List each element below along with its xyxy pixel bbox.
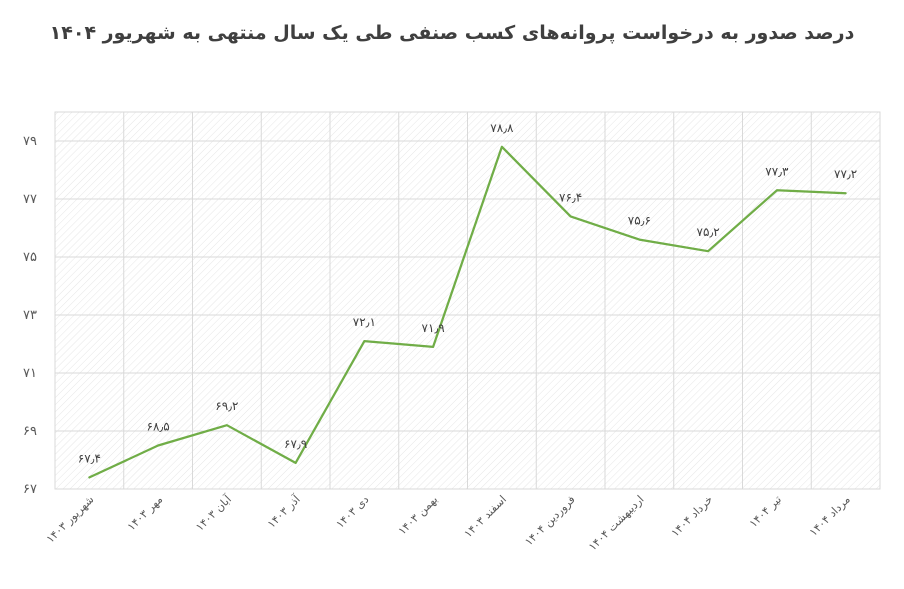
gridlines (54, 111, 881, 490)
y-axis-ticks: ۶۷ ۶۹ ۷۱ ۷۳ ۷۵ ۷۷ ۷۹ (23, 134, 37, 497)
data-label: ۶۹٫۲ (215, 399, 238, 413)
x-tick-label: آبان ۱۴۰۳ (192, 492, 234, 534)
y-tick-label: ۶۷ (23, 482, 37, 497)
data-label: ۷۵٫۲ (697, 225, 720, 239)
data-label: ۶۷٫۴ (78, 451, 101, 465)
y-tick-label: ۷۱ (23, 366, 37, 381)
x-tick-label: تیر ۱۴۰۴ (747, 493, 784, 530)
data-labels: ۶۷٫۴ ۶۸٫۵ ۶۹٫۲ ۶۷٫۹ ۷۲٫۱ ۷۱٫۹ ۷۸٫۸ ۷۶٫۴ ۷۵٫۶ ۷۵٫۲… (78, 121, 857, 466)
x-tick-label: اسفند ۱۴۰۳ (462, 493, 509, 540)
chart-title: درصد صدور به درخواست پروانه‌های کسب صنفی… (49, 22, 855, 44)
data-label: ۶۸٫۵ (147, 420, 170, 434)
data-label: ۷۷٫۳ (765, 164, 789, 178)
x-tick-label: دی ۱۴۰۳ (334, 493, 372, 531)
x-tick-label: مرداد ۱۴۰۴ (807, 493, 853, 539)
x-tick-label: آذر ۱۴۰۳ (264, 492, 303, 531)
y-tick-label: ۷۷ (23, 192, 37, 207)
x-tick-label: فروردین ۱۴۰۴ (522, 493, 577, 548)
data-label: ۷۸٫۸ (490, 121, 514, 135)
x-tick-label: خرداد ۱۴۰۴ (669, 493, 716, 540)
series-line-path (88, 145, 847, 479)
data-label: ۶۷٫۹ (284, 437, 307, 451)
data-label: ۷۵٫۶ (628, 214, 651, 228)
data-label: ۷۲٫۱ (353, 315, 376, 329)
data-label: ۷۱٫۹ (422, 321, 445, 335)
data-label: ۷۶٫۴ (559, 190, 582, 204)
series-line (88, 145, 847, 479)
x-tick-label: شهریور ۱۴۰۳ (44, 493, 97, 546)
x-tick-label: اردیبهشت ۱۴۰۴ (586, 493, 646, 553)
data-label: ۷۷٫۲ (834, 167, 857, 181)
x-tick-label: بهمن ۱۴۰۳ (396, 493, 441, 538)
y-tick-label: ۶۹ (23, 424, 37, 439)
x-axis-ticks: شهریور ۱۴۰۳ مهر ۱۴۰۳ آبان ۱۴۰۳ آذر ۱۴۰۳ دی ۱… (44, 492, 853, 554)
y-tick-label: ۷۳ (23, 308, 37, 323)
y-tick-label: ۷۵ (23, 250, 37, 265)
y-tick-label: ۷۹ (23, 134, 37, 149)
x-tick-label: مهر ۱۴۰۳ (125, 493, 166, 534)
